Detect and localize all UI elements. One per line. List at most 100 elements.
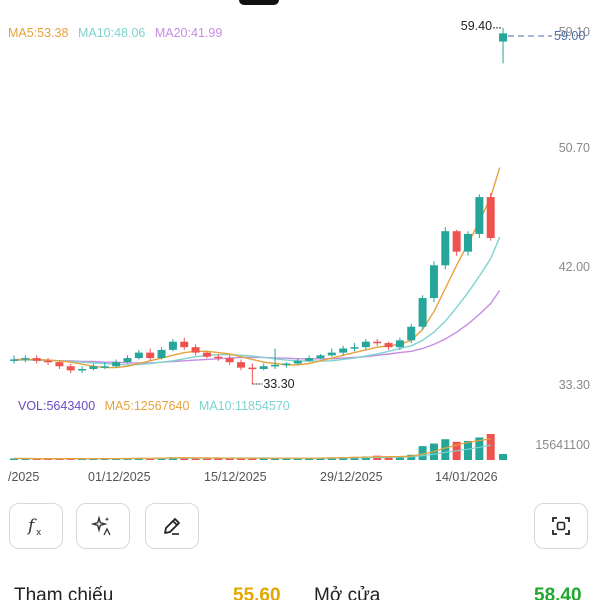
volume-bar (21, 458, 30, 460)
scan-icon (552, 517, 570, 535)
candle-body (66, 366, 75, 371)
candle-body (55, 362, 64, 367)
low-marker: 33.30 (263, 377, 294, 391)
volume-bar (225, 458, 234, 460)
last-price-label: 59.00 (554, 29, 585, 43)
candle-body (475, 197, 484, 234)
candle-body (429, 265, 438, 299)
reference-label: Tham chiếu (14, 585, 114, 600)
volume-bar (282, 458, 291, 460)
candle-body (180, 341, 189, 348)
candle-body (395, 340, 404, 348)
volume-bar (44, 458, 53, 460)
legend-vol-ma5: MA5:12567640 (104, 399, 190, 413)
volume-bar (464, 440, 472, 460)
price-axis-label: 42.00 (559, 260, 590, 274)
volume-bar (499, 454, 508, 460)
candle-body (327, 352, 336, 356)
candle-body (214, 356, 223, 359)
volume-bar (259, 458, 268, 460)
volume-bar (384, 456, 393, 460)
price-axis-label: 33.30 (559, 378, 590, 392)
high-marker: 59.40 (461, 19, 492, 33)
indicator-button[interactable]: f x (9, 503, 63, 549)
price-axis-label: 50.70 (559, 141, 590, 155)
volume-bar (350, 456, 359, 460)
fullscreen-button[interactable] (534, 503, 588, 549)
legend-vol: VOL:5643400 (18, 399, 96, 413)
volume-bar (202, 458, 211, 460)
candle-body (373, 341, 382, 344)
legend-ma10: MA10:48.06 (77, 26, 146, 40)
candle-body (202, 352, 211, 357)
pencil-icon (164, 518, 180, 535)
volume-bar (66, 458, 75, 460)
candle-body (361, 341, 370, 348)
date-axis-label: 14/01/2026 (435, 470, 498, 484)
candle-body (350, 347, 359, 349)
legend-vol-ma10: MA10:11854570 (198, 399, 290, 413)
volume-bar (305, 457, 314, 460)
volume-bar (78, 458, 87, 460)
volume-bar (55, 458, 64, 460)
candle-body (384, 343, 393, 348)
candle-body (452, 231, 461, 252)
volume-bar (475, 437, 484, 460)
candle-body (248, 367, 257, 370)
ma20-line (14, 290, 501, 364)
candle-body (100, 366, 109, 368)
volume-bar (441, 439, 450, 460)
candle-body (168, 341, 177, 350)
volume-axis-label: 15641100 (535, 438, 590, 452)
volume-bar (112, 458, 121, 460)
candle-body (339, 348, 348, 353)
ma10-line (14, 236, 501, 366)
candle-body (134, 352, 143, 359)
candle-body (89, 366, 98, 369)
candle-body (316, 355, 325, 359)
candle-body (441, 231, 450, 266)
draw-button[interactable] (145, 503, 199, 549)
date-axis-label: 01/12/2025 (88, 470, 151, 484)
legend-ma5: MA5:53.38 (8, 26, 69, 40)
camera-notch (239, 0, 279, 5)
candle-body (112, 362, 121, 367)
price-chart[interactable]: 59.10 50.70 42.00 33.30 59.40 59.00 33.30 15641… (0, 0, 600, 500)
legend-ma20: MA20:41.99 (154, 26, 223, 40)
candle-body (282, 363, 291, 366)
volume-bar (191, 458, 200, 460)
date-axis-label: 15/12/2025 (204, 470, 267, 484)
svg-text:f: f (26, 516, 37, 536)
volume-bar (316, 457, 325, 460)
volume-bar (100, 458, 109, 460)
candle-body (237, 362, 245, 368)
sparkle-icon (91, 515, 111, 536)
volume-bar (10, 458, 18, 460)
candle-body (32, 358, 41, 361)
volume-bar (146, 458, 155, 460)
reference-value: 55.60 (233, 585, 281, 600)
candle-body (10, 359, 18, 361)
candle-body (486, 197, 495, 239)
function-icon: f x (26, 516, 42, 538)
volume-bar (248, 457, 257, 460)
volume-bar (89, 458, 98, 460)
volume-bar (32, 458, 41, 460)
candle-body (407, 326, 416, 341)
volume-bar (237, 458, 245, 460)
candle-body (305, 358, 314, 361)
open-label: Mở cửa (314, 585, 381, 600)
price-axis-label: 59.10 (559, 25, 590, 39)
volume-bar (395, 456, 404, 460)
open-value: 58.40 (534, 585, 582, 600)
ai-tools-button[interactable] (76, 503, 130, 549)
candle-body (191, 347, 200, 353)
candle-body (44, 360, 53, 363)
candle-body (225, 358, 234, 363)
candle-body (21, 358, 30, 360)
candle-body (499, 33, 508, 42)
candle-body (146, 352, 155, 359)
candle-body (78, 368, 87, 371)
candle-body (464, 233, 472, 252)
volume-bar (293, 458, 302, 460)
